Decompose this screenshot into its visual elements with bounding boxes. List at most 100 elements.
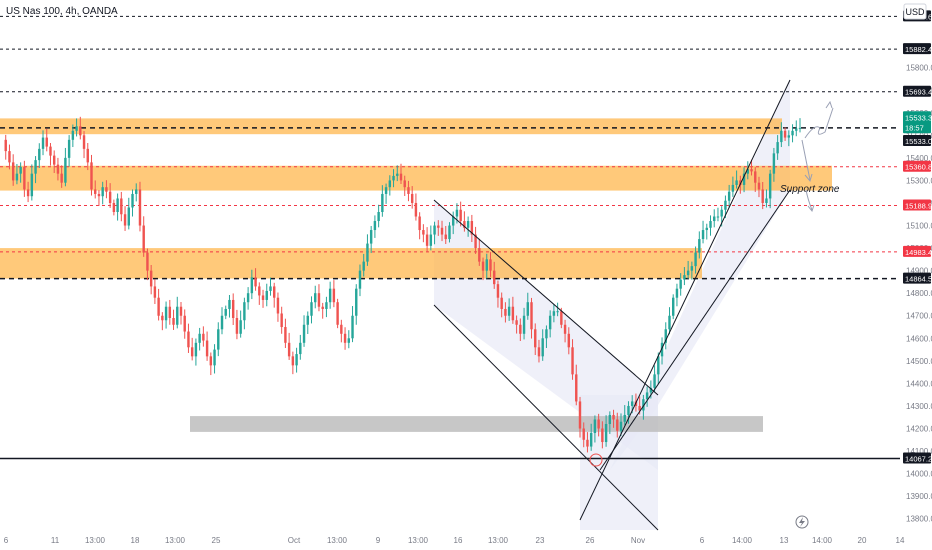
price-label-15882.4: 15882.4: [905, 45, 932, 54]
candle-body-72: [269, 286, 272, 291]
price-label-15693.4: 15693.4: [905, 88, 932, 97]
candle-body-55: [205, 340, 209, 357]
y-tick-14900: 14900.0: [906, 267, 932, 276]
candle-body-75: [280, 313, 283, 328]
y-tick-15300: 15300.0: [906, 176, 932, 185]
candle-body-211: [787, 135, 791, 138]
x-tick-15: 6: [700, 536, 705, 545]
candle-body-34: [127, 207, 130, 226]
candle-body-181: [675, 288, 679, 298]
candle-body-87: [325, 302, 328, 309]
price-label-bg-14864.5: [903, 272, 931, 284]
time-axis[interactable]: 6 11 13:00 18 13:00 25 Oct 13:00 9 13:00 16 13:00 23…: [4, 536, 905, 545]
y-tick-15100: 15100.0: [906, 222, 932, 231]
candle-body-86: [321, 306, 324, 309]
candle-body-134: [500, 297, 503, 309]
candle-body-213: [795, 128, 798, 131]
down-channel-lower-line: [433, 304, 659, 531]
price-label-bg-14067.2: [903, 452, 931, 464]
price-label-15533.3: 15533.3: [905, 113, 932, 122]
candle-body-206: [768, 173, 772, 199]
down-channel-upper-line: [433, 199, 659, 396]
candle-body-58: [217, 329, 220, 350]
candle-body-28: [105, 187, 108, 192]
candle-body-136: [507, 306, 511, 316]
x-tick-18: 14:00: [812, 536, 833, 545]
candle-body-17: [64, 157, 67, 183]
candle-body-108: [403, 180, 406, 188]
candle-body-11: [41, 137, 45, 149]
candle-body-120: [448, 225, 451, 240]
currency-badge[interactable]: USD: [903, 3, 927, 20]
candle-body-51: [190, 347, 194, 357]
candle-body-158: [589, 433, 593, 447]
candle-body-199: [742, 173, 746, 185]
candle-body-39: [146, 252, 149, 271]
candle-body-204: [761, 189, 764, 203]
candle-body-60: [224, 308, 227, 316]
candle-body-54: [202, 333, 205, 341]
candle-body-96: [358, 270, 362, 289]
candle-body-201: [750, 169, 753, 172]
candle-body-69: [258, 286, 261, 296]
y-tick-14300: 14300.0: [906, 402, 932, 411]
candle-body-157: [586, 439, 589, 447]
x-tick-6: Oct: [288, 536, 301, 545]
candle-body-182: [679, 279, 682, 289]
y-tick-14200: 14200.0: [906, 425, 932, 434]
trendlines-layer: [433, 79, 791, 531]
candle-body-197: [735, 180, 738, 185]
candle-body-7: [26, 189, 30, 197]
candle-body-175: [653, 374, 656, 388]
candle-body-137: [511, 306, 515, 321]
candle-body-184: [686, 270, 690, 276]
candle-body-210: [783, 130, 787, 138]
zone-2: [0, 248, 702, 279]
candle-body-128: [478, 248, 481, 262]
y-tick-15400: 15400.0: [906, 154, 932, 163]
candle-body-113: [422, 230, 425, 235]
candle-body-133: [496, 284, 500, 298]
candle-body-70: [261, 295, 265, 300]
y-tick-15800: 15800.0: [906, 64, 932, 73]
y-tick-14400: 14400.0: [906, 379, 932, 388]
x-tick-10: 16: [454, 536, 463, 545]
candle-body-141: [526, 302, 529, 316]
candle-body-35: [131, 193, 134, 208]
candle-body-188: [701, 230, 705, 240]
candle-body-63: [235, 318, 239, 334]
candle-body-12: [45, 137, 48, 147]
candle-body-192: [716, 216, 720, 218]
candle-body-147: [548, 315, 552, 330]
horizontal-lines-layer: [0, 15, 900, 460]
candle-body-15: [56, 164, 60, 174]
candle-body-149: [556, 311, 559, 313]
candle-body-164: [612, 414, 615, 420]
y-tick-14700: 14700.0: [906, 312, 932, 321]
candle-body-59: [220, 315, 224, 330]
candle-body-208: [776, 142, 779, 154]
price-label-14067.2: 14067.2: [905, 454, 932, 463]
candle-body-196: [731, 184, 735, 192]
candle-body-121: [451, 216, 455, 226]
candle-body-194: [724, 200, 727, 210]
candle-body-202: [754, 171, 757, 183]
low-marker: [589, 453, 603, 467]
x-tick-12: 23: [536, 536, 545, 545]
candle-body-36: [135, 189, 138, 194]
zone-1: [0, 165, 832, 191]
candle-body-200: [746, 169, 750, 174]
candle-body-111: [414, 202, 418, 217]
lightning-icon[interactable]: [795, 515, 809, 529]
arrow-down-2: [805, 189, 815, 213]
x-tick-19: 20: [858, 536, 867, 545]
candle-body-42: [157, 297, 160, 316]
candle-body-129: [481, 261, 485, 271]
candle-body-205: [765, 198, 768, 203]
candle-body-116: [433, 225, 436, 235]
candle-body-47: [176, 306, 179, 325]
candle-body-44: [164, 306, 168, 321]
candle-body-71: [265, 290, 268, 300]
candle-body-25: [94, 189, 97, 194]
